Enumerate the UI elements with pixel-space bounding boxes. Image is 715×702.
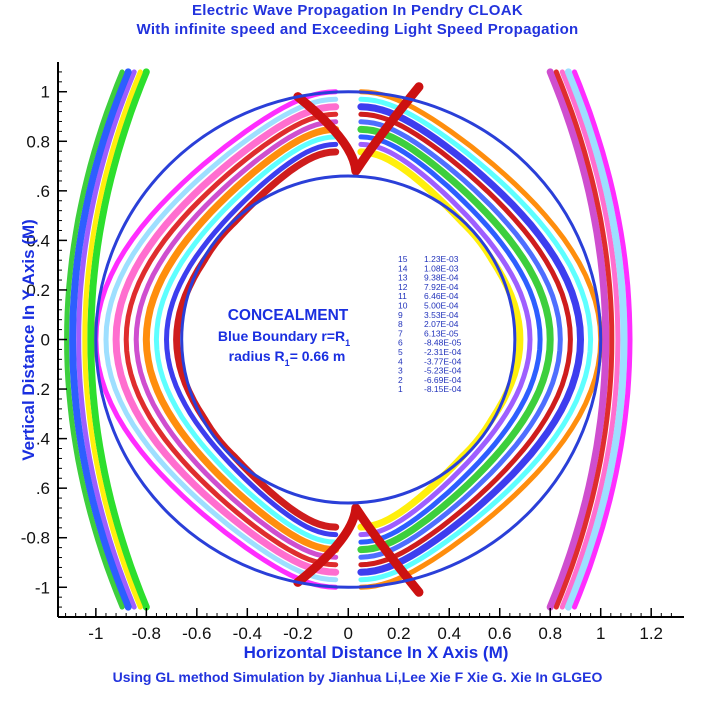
boundary-outer (94, 90, 603, 589)
legend-value: 7.92E-04 (424, 282, 459, 292)
x-tick-label: -0.2 (283, 624, 312, 643)
y-tick-label: -0.8 (21, 529, 50, 548)
contour-line (133, 119, 339, 560)
boundary-label: Blue Boundary r=R1 (218, 328, 350, 348)
y-tick-label: .6 (36, 479, 50, 498)
y-tick-label: 0.4 (26, 231, 50, 250)
x-tick-label: 1.2 (639, 624, 663, 643)
x-tick-label: -1 (88, 624, 103, 643)
chart-footer: Using GL method Simulation by Jianhua Li… (112, 669, 603, 685)
y-tick-label: 0.8 (26, 132, 50, 151)
contour-line (564, 68, 628, 611)
y-axis-title: Vertical Distance In Y Axis (M) (19, 219, 38, 461)
legend-value: -5.23E-04 (424, 366, 462, 376)
legend-value: 5.00E-04 (424, 301, 459, 311)
y-tick-label: .6 (36, 182, 50, 201)
contour-line (103, 96, 339, 583)
y-tick-label: 0 (41, 331, 50, 350)
contour-line (358, 119, 563, 560)
legend-level: 6 (398, 338, 403, 348)
legend-value: 1.23E-03 (424, 254, 459, 264)
x-tick-label: 0.2 (387, 624, 411, 643)
legend-value: -6.69E-04 (424, 375, 462, 385)
x-tick-label: -0.6 (182, 624, 211, 643)
contour-line (559, 69, 621, 610)
x-tick-label: -0.4 (233, 624, 262, 643)
legend-value: -8.15E-04 (424, 384, 462, 394)
contour-line (357, 148, 524, 531)
legend-level: 8 (398, 319, 403, 329)
contour-line (293, 82, 424, 176)
boundary-inner (180, 174, 517, 505)
legend-level: 7 (398, 328, 403, 338)
legend-level: 2 (398, 375, 403, 385)
legend-value: 9.38E-04 (424, 273, 459, 283)
legend-level: 13 (398, 273, 408, 283)
y-tick-label: 1 (41, 83, 50, 102)
contour-line (82, 69, 143, 610)
x-tick-label: 1 (596, 624, 605, 643)
boundary-circles (94, 90, 603, 589)
legend-value: 3.53E-04 (424, 310, 459, 320)
legend-level: 1 (398, 384, 403, 394)
y-tick-label: -1 (35, 578, 50, 597)
legend-value: 6.46E-04 (424, 291, 459, 301)
contour-line (357, 125, 554, 554)
legend-value: 1.08E-03 (424, 263, 459, 273)
contour-line (572, 69, 633, 610)
contour-lines (64, 68, 633, 611)
contour-line (142, 125, 340, 554)
legend-level: 5 (398, 347, 403, 357)
contour-line (87, 68, 150, 611)
legend-level: 9 (398, 310, 403, 320)
legend-level: 11 (398, 291, 407, 301)
x-tick-label: 0 (344, 624, 353, 643)
contour-line (358, 141, 533, 538)
x-tick-label: 0.8 (538, 624, 562, 643)
legend-level: 3 (398, 366, 403, 376)
legend-level: 4 (398, 356, 403, 366)
x-tick-label: 0.6 (488, 624, 512, 643)
y-tick-label: 0.2 (26, 281, 50, 300)
x-tick-label: -0.8 (132, 624, 161, 643)
contour-line (358, 96, 594, 583)
contour-line (112, 103, 340, 576)
concealment-label: CONCEALMENT (228, 307, 349, 324)
legend-value: 2.07E-04 (424, 319, 459, 329)
contour-line (69, 68, 132, 611)
contour-line (553, 69, 615, 610)
y-tick-label: .4 (36, 430, 50, 449)
radius-label: radius R1= 0.66 m (229, 348, 346, 368)
contour-line (293, 503, 424, 597)
contour-line (546, 68, 610, 611)
contour-line (76, 69, 137, 610)
legend-value: -2.31E-04 (424, 347, 462, 357)
contour-line (358, 134, 543, 545)
legend-level: 14 (398, 263, 408, 273)
y-tick-label: .2 (36, 380, 50, 399)
contour-line (123, 111, 339, 568)
axis-ticks (58, 71, 672, 617)
chart-title: Electric Wave Propagation In Pendry CLOA… (192, 2, 523, 19)
contour-line (153, 134, 339, 545)
axis-tick-labels: -1 -0.8 -0.6 -0.4 -0.2 0 0.2 0.4 0.6 0.8 1 1.210.8.… (21, 83, 663, 643)
legend-value: -8.48E-05 (424, 338, 462, 348)
contour-line (357, 103, 585, 576)
contour-line (358, 111, 573, 568)
legend-level: 12 (398, 282, 408, 292)
concealment-area (186, 180, 510, 499)
contour-line (163, 141, 339, 538)
x-tick-label: 0.4 (437, 624, 461, 643)
x-axis-title: Horizontal Distance In X Axis (M) (244, 643, 509, 662)
chart-subtitle: With infinite speed and Exceeding Light … (136, 21, 579, 38)
contour-line (173, 148, 340, 531)
legend-level: 10 (398, 301, 408, 311)
legend-value: -3.77E-04 (424, 356, 462, 366)
legend-level: 15 (398, 254, 408, 264)
legend-value: 6.13E-05 (424, 328, 459, 338)
